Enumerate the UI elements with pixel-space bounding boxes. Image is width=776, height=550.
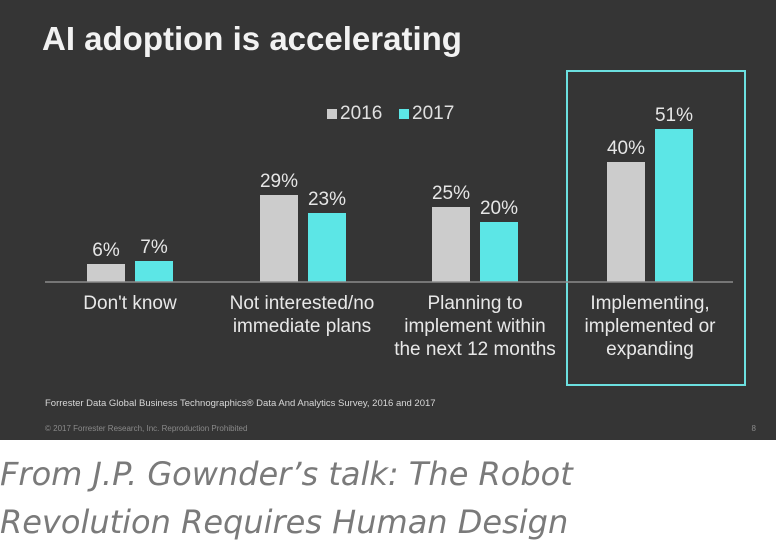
category-label-planning: Planning to implement within the next 12… — [380, 292, 570, 361]
data-label-2016-cat-0: 6% — [92, 240, 120, 261]
legend-label-2016: 2016 — [340, 103, 383, 124]
highlight-box — [566, 70, 746, 386]
legend-item-2017: 2017 — [399, 103, 454, 125]
caption-line: Revolution Requires Human Design — [0, 503, 569, 541]
legend-swatch-2017 — [399, 109, 409, 119]
caption-line: From J.P. Gownder’s talk: The Robot — [0, 455, 573, 493]
category-label-line: expanding — [606, 339, 694, 360]
category-label-dont-know: Don't know — [35, 292, 225, 315]
category-label-line: implement within — [404, 316, 546, 337]
category-label-line: implemented or — [584, 316, 716, 337]
category-label-line: Don't know — [83, 293, 177, 314]
data-label-2016-cat-2: 25% — [432, 183, 470, 204]
category-label-not-interested: Not interested/no immediate plans — [207, 292, 397, 338]
category-label-implementing: Implementing, implemented or expanding — [555, 292, 745, 361]
bar-2017-cat-2 — [480, 222, 518, 282]
data-label-2016-cat-3: 40% — [607, 138, 645, 159]
data-label-2017-cat-1: 23% — [308, 189, 346, 210]
bar-2016-cat-1 — [260, 195, 298, 282]
data-label-2017-cat-2: 20% — [480, 198, 518, 219]
slide: AI adoption is accelerating 6% 29% 25% 40% 7… — [0, 0, 776, 440]
data-label-2016-cat-1: 29% — [260, 171, 298, 192]
bar-2017-cat-3 — [655, 129, 693, 282]
category-label-line: Implementing, — [590, 293, 710, 314]
legend-label-2017: 2017 — [412, 103, 455, 124]
legend-swatch-2016 — [327, 109, 337, 119]
category-label-line: the next 12 months — [394, 339, 556, 360]
image-caption: From J.P. Gownder’s talk: The Robot Revo… — [0, 450, 776, 546]
category-label-line: Planning to — [427, 293, 523, 314]
bar-2016-cat-3 — [607, 162, 645, 282]
bar-2016-cat-0 — [87, 264, 125, 282]
bar-chart: 6% 29% 25% 40% 7% 23% 20% 51% — [45, 70, 746, 386]
copyright-notice: © 2017 Forrester Research, Inc. Reproduc… — [45, 424, 248, 433]
bar-2016-cat-2 — [432, 207, 470, 282]
data-label-2017-cat-3: 51% — [655, 105, 693, 126]
category-label-line: Not interested/no — [229, 293, 375, 314]
bar-2017-cat-1 — [308, 213, 346, 282]
bar-2017-cat-0 — [135, 261, 173, 282]
source-footnote: Forrester Data Global Business Technogra… — [45, 398, 436, 409]
data-label-2017-cat-0: 7% — [140, 237, 168, 258]
page-number: 8 — [751, 424, 756, 433]
category-label-line: immediate plans — [232, 316, 372, 337]
legend-item-2016: 2016 — [327, 103, 382, 125]
slide-title: AI adoption is accelerating — [42, 20, 462, 57]
